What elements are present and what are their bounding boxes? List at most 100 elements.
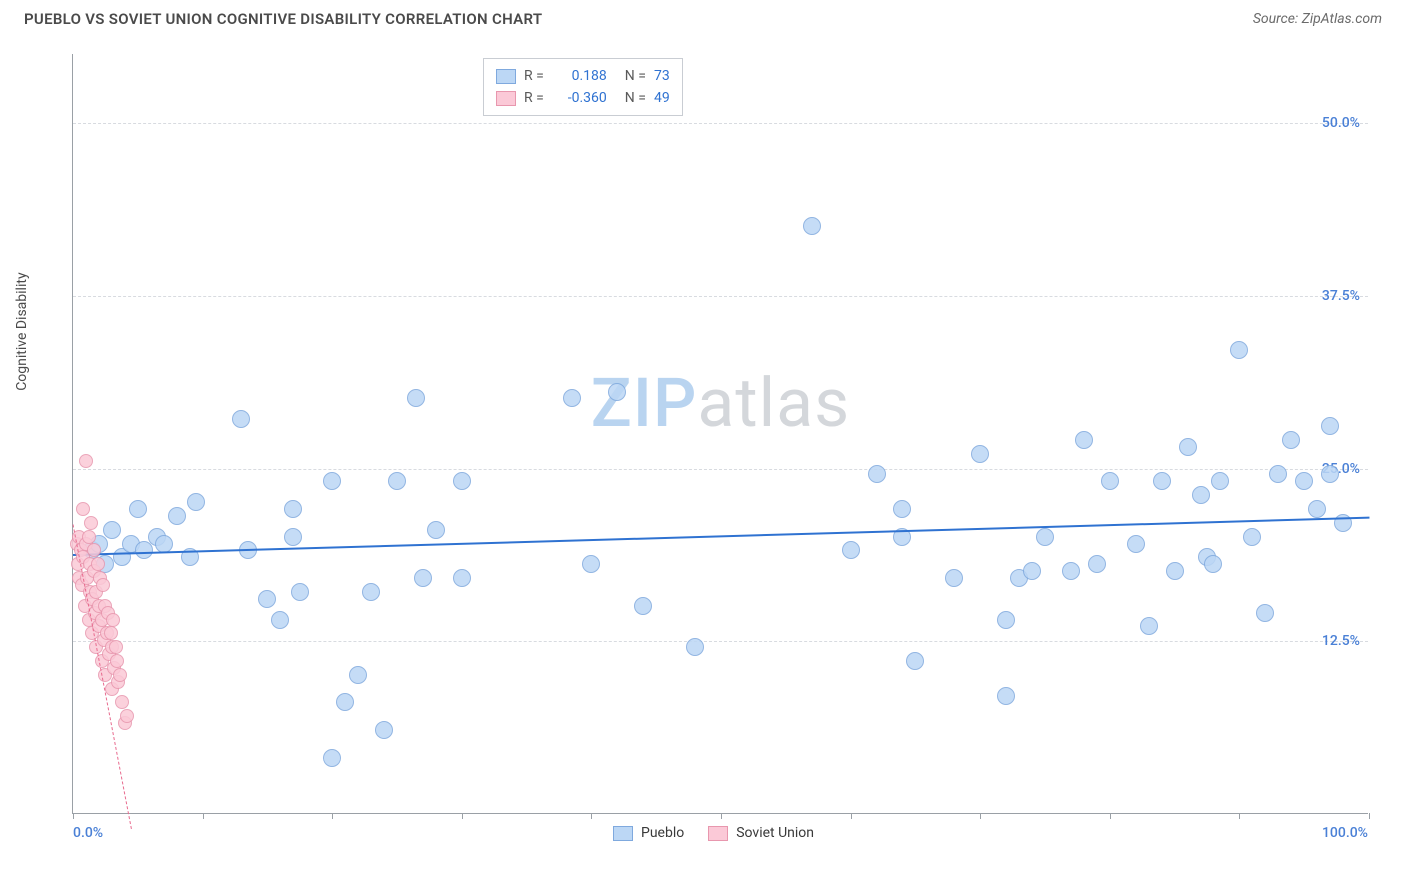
data-point — [1230, 341, 1248, 359]
data-point — [284, 500, 302, 518]
x-tick — [721, 813, 722, 819]
data-point — [1256, 604, 1274, 622]
data-point — [1282, 431, 1300, 449]
x-tick — [73, 813, 74, 819]
data-point — [1075, 431, 1093, 449]
data-point — [120, 709, 134, 723]
data-point — [109, 640, 123, 654]
n-value: 49 — [654, 90, 670, 106]
legend-swatch — [708, 826, 728, 841]
chart-container: Cognitive Disability ZIPatlas 12.5%25.0%… — [24, 40, 1384, 860]
r-label: R = — [524, 90, 544, 106]
x-tick — [980, 813, 981, 819]
data-point — [971, 445, 989, 463]
data-point — [284, 528, 302, 546]
data-point — [634, 597, 652, 615]
watermark: ZIPatlas — [591, 363, 851, 443]
gridline — [73, 123, 1368, 124]
watermark-atlas: atlas — [697, 363, 850, 443]
data-point — [453, 472, 471, 490]
series-name: Pueblo — [641, 825, 684, 841]
data-point — [868, 465, 886, 483]
data-point — [388, 472, 406, 490]
x-axis-max-label: 100.0% — [1322, 825, 1368, 841]
data-point — [1166, 562, 1184, 580]
data-point — [104, 626, 118, 640]
data-point — [453, 569, 471, 587]
data-point — [135, 541, 153, 559]
data-point — [1179, 438, 1197, 456]
x-axis-min-label: 0.0% — [73, 825, 103, 841]
gridline — [73, 469, 1368, 470]
data-point — [893, 500, 911, 518]
series-name: Soviet Union — [736, 825, 814, 841]
data-point — [336, 693, 354, 711]
data-point — [1269, 465, 1287, 483]
legend-swatch — [496, 91, 516, 106]
x-tick — [462, 813, 463, 819]
data-point — [1321, 465, 1339, 483]
stats-legend-row: R =-0.360N =49 — [496, 87, 670, 109]
data-point — [1140, 617, 1158, 635]
data-point — [82, 530, 96, 544]
data-point — [1295, 472, 1313, 490]
data-point — [997, 611, 1015, 629]
legend-swatch — [496, 69, 516, 84]
data-point — [106, 613, 120, 627]
data-point — [375, 721, 393, 739]
y-tick-label: 12.5% — [1322, 633, 1360, 649]
data-point — [686, 638, 704, 656]
series-legend-item: Pueblo — [613, 825, 684, 841]
data-point — [258, 590, 276, 608]
data-point — [79, 454, 93, 468]
data-point — [1023, 562, 1041, 580]
n-value: 73 — [654, 68, 670, 84]
data-point — [87, 543, 101, 557]
data-point — [563, 389, 581, 407]
data-point — [1243, 528, 1261, 546]
data-point — [291, 583, 309, 601]
trend-line — [73, 517, 1369, 556]
y-axis-label: Cognitive Disability — [14, 272, 30, 390]
r-value: -0.360 — [552, 90, 607, 106]
x-tick — [332, 813, 333, 819]
x-tick — [1369, 813, 1370, 819]
source-attribution: Source: ZipAtlas.com — [1253, 11, 1382, 27]
data-point — [271, 611, 289, 629]
data-point — [155, 535, 173, 553]
x-tick — [203, 813, 204, 819]
data-point — [1321, 417, 1339, 435]
data-point — [1308, 500, 1326, 518]
data-point — [906, 652, 924, 670]
data-point — [187, 493, 205, 511]
data-point — [362, 583, 380, 601]
data-point — [1192, 486, 1210, 504]
gridline — [73, 641, 1368, 642]
data-point — [76, 502, 90, 516]
data-point — [997, 687, 1015, 705]
data-point — [945, 569, 963, 587]
n-label: N = — [625, 68, 646, 84]
gridline — [73, 296, 1368, 297]
data-point — [842, 541, 860, 559]
series-legend: Pueblo Soviet Union — [613, 825, 814, 841]
data-point — [96, 578, 110, 592]
y-tick-label: 50.0% — [1322, 115, 1360, 131]
stats-legend-row: R =0.188N =73 — [496, 65, 670, 87]
stats-legend: R =0.188N =73R =-0.360N =49 — [483, 58, 683, 116]
data-point — [1204, 555, 1222, 573]
data-point — [115, 695, 129, 709]
legend-swatch — [613, 826, 633, 841]
plot-area: ZIPatlas 12.5%25.0%37.5%50.0%0.0%100.0%R… — [72, 54, 1368, 814]
data-point — [323, 749, 341, 767]
data-point — [1101, 472, 1119, 490]
data-point — [1088, 555, 1106, 573]
watermark-zip: ZIP — [591, 363, 698, 443]
data-point — [91, 557, 105, 571]
data-point — [1127, 535, 1145, 553]
data-point — [803, 217, 821, 235]
data-point — [1062, 562, 1080, 580]
data-point — [414, 569, 432, 587]
y-tick-label: 37.5% — [1322, 288, 1360, 304]
data-point — [113, 668, 127, 682]
